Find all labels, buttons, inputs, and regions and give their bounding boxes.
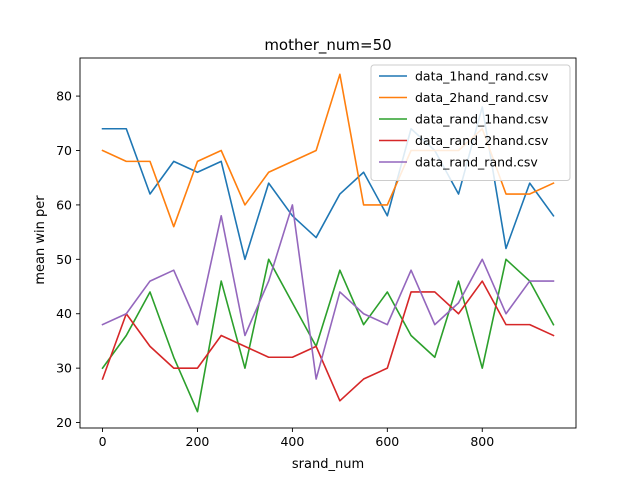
- y-tick-label: 40: [56, 306, 72, 321]
- axes-frame: [79, 57, 577, 429]
- y-axis-title: mean win per: [33, 195, 48, 285]
- y-tick-label: 80: [56, 89, 72, 104]
- series-line-5: [101, 204, 555, 380]
- legend-label: data_1hand_rand.csv: [415, 69, 549, 84]
- axes: 0 200 400 600 800 20 30 40 50 60 70 80: [56, 57, 577, 449]
- y-tick-label: 30: [56, 361, 72, 376]
- x-tick-label: 0: [99, 434, 107, 449]
- y-tick-label: 50: [56, 252, 72, 267]
- x-tick-label: 400: [280, 434, 304, 449]
- chart-title: mother_num=50: [264, 36, 391, 55]
- legend-label: data_rand_rand.csv: [415, 155, 538, 170]
- legend-box: [370, 64, 571, 181]
- legend-label: data_2hand_rand.csv: [415, 90, 549, 105]
- series-line-3: [101, 258, 555, 413]
- x-tick-label: 800: [470, 434, 494, 449]
- series-line-4: [101, 280, 555, 402]
- x-tick-label: 600: [375, 434, 399, 449]
- x-axis-title: srand_num: [292, 457, 364, 472]
- y-tick-label: 20: [56, 415, 72, 430]
- y-tick-label: 70: [56, 143, 72, 158]
- legend: data_1hand_rand.csv data_2hand_rand.csvda…: [370, 64, 571, 181]
- x-tick-label: 200: [186, 434, 210, 449]
- y-tick-label: 60: [56, 197, 72, 212]
- legend-label: data_rand_1hand.csv: [415, 112, 549, 127]
- legend-label: data_rand_2hand.csv: [415, 133, 549, 148]
